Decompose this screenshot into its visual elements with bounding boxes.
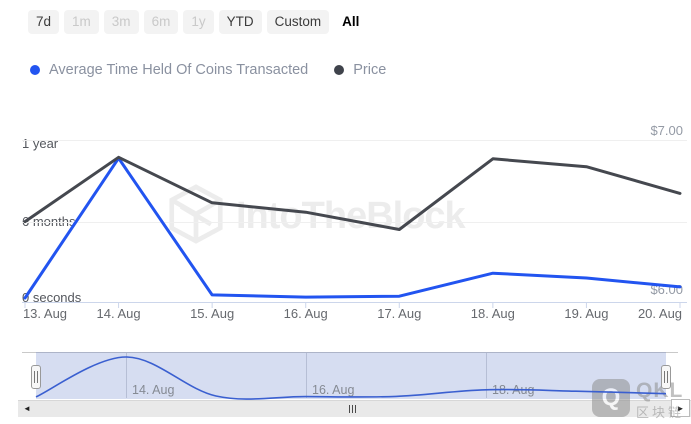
- avg-time-held-line: [23, 156, 682, 300]
- range-button-1y[interactable]: 1y: [183, 10, 214, 34]
- y-right-tick-7usd: $7.00: [650, 123, 683, 138]
- navigator-left-handle[interactable]: [31, 365, 41, 389]
- scrollbar-thumb[interactable]: [36, 400, 668, 417]
- scrollbar-left-arrow-icon[interactable]: ◄: [23, 404, 31, 413]
- range-button-6m[interactable]: 6m: [143, 10, 179, 34]
- range-toolbar: 7d 1m 3m 6m 1y YTD Custom All: [28, 10, 367, 34]
- navigator-gridline: [486, 353, 487, 398]
- price-line: [23, 155, 682, 231]
- horizontal-gridlines: [22, 140, 687, 223]
- y-left-tick-1year: 1 year: [22, 136, 59, 151]
- legend-item-avg-time-held[interactable]: Average Time Held Of Coins Transacted: [30, 62, 308, 78]
- range-button-3m[interactable]: 3m: [103, 10, 139, 34]
- y-right-tick-6usd: $6.00: [650, 282, 683, 297]
- intotheblock-watermark: IntoTheBlock: [168, 183, 466, 250]
- x-axis-label: 19. Aug: [564, 306, 609, 321]
- y-left-tick-6months: 6 months: [22, 214, 76, 229]
- range-button-all[interactable]: All: [334, 10, 367, 34]
- x-axis-label: 20. Aug: [637, 306, 683, 321]
- legend-label: Average Time Held Of Coins Transacted: [49, 62, 309, 78]
- range-button-ytd[interactable]: YTD: [218, 10, 262, 34]
- x-axis-label: 16. Aug: [283, 306, 328, 321]
- chart-legend: Average Time Held Of Coins Transacted Pri…: [30, 62, 386, 78]
- legend-label: Price: [353, 62, 387, 78]
- x-axis-label: 15. Aug: [190, 306, 235, 321]
- y-left-tick-0seconds: 0 seconds: [22, 290, 82, 305]
- navigator-label: 16. Aug: [312, 383, 355, 397]
- x-axis-label: 13. Aug: [22, 306, 68, 321]
- range-button-7d[interactable]: 7d: [28, 10, 60, 34]
- legend-dot-icon: [334, 65, 345, 75]
- x-axis-label: 17. Aug: [377, 306, 422, 321]
- intotheblock-watermark-text: IntoTheBlock: [236, 195, 466, 237]
- legend-dot-icon: [30, 65, 40, 75]
- range-button-1m[interactable]: 1m: [64, 10, 99, 34]
- range-button-custom[interactable]: Custom: [266, 10, 330, 34]
- x-axis-label: 14. Aug: [96, 306, 141, 321]
- navigator-gridline: [306, 353, 307, 398]
- navigator-label: 18. Aug: [492, 383, 535, 397]
- scrollbar-grip-icon: [348, 404, 350, 413]
- navigator-label: 14. Aug: [132, 383, 175, 397]
- navigator-gridline: [126, 353, 127, 398]
- x-axis-label: 18. Aug: [470, 306, 515, 321]
- scrollbar-right-arrow-icon[interactable]: ►: [671, 399, 690, 417]
- navigator-right-handle[interactable]: [661, 365, 671, 389]
- navigator-outline: [22, 352, 678, 398]
- legend-item-price[interactable]: Price: [334, 62, 386, 78]
- intotheblock-logo-icon: [168, 183, 224, 250]
